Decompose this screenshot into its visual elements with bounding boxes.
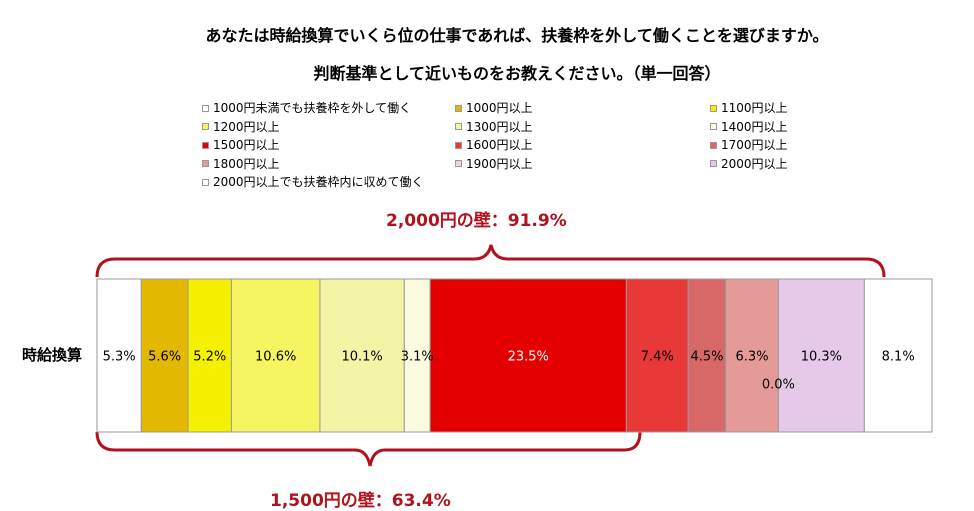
legend-swatch	[710, 141, 717, 149]
legend-swatch	[202, 141, 209, 149]
data-label: 3.1%	[401, 350, 434, 365]
bar-segment	[725, 278, 779, 433]
legend-label: 1800円以上	[213, 156, 280, 171]
legend-item: 1700円以上	[710, 138, 788, 152]
bar-segment	[429, 278, 627, 433]
legend-item: 2000円以上でも扶養枠内に収めて働く	[202, 175, 424, 189]
bar-segment	[187, 278, 232, 433]
chart-title-line2: 判断基準として近いものをお教えください。（単一回答）	[313, 64, 721, 83]
data-label: 10.1%	[341, 350, 382, 365]
bar-segment	[403, 278, 431, 433]
data-label: 5.3%	[103, 350, 136, 365]
legend-item: 1800円以上	[202, 157, 280, 171]
legend-label: 1400円以上	[721, 119, 788, 134]
legend-label: 1600円以上	[466, 138, 533, 152]
legend-item: 2000円以上	[710, 157, 788, 171]
data-label: 5.6%	[148, 350, 181, 365]
bar-segment	[687, 278, 727, 433]
legend-swatch	[455, 104, 462, 112]
bar-segment	[96, 278, 142, 433]
legend-label: 1700円以上	[721, 138, 788, 152]
legend-item: 1600円以上	[455, 138, 533, 152]
chart-title-line1: あなたは時給換算でいくら位の仕事であれば、扶養枠を外して働くことを選びますか。	[205, 26, 829, 45]
legend-swatch	[202, 123, 209, 130]
legend-item: 1400円以上	[710, 120, 788, 134]
bracket-bottom-label: 1,500円の壁：63.4%	[270, 491, 451, 511]
legend-item: 1000円以上	[455, 101, 533, 115]
data-label: 7.4%	[641, 350, 674, 365]
bracket-bottom	[95, 431, 642, 467]
data-label: 8.1%	[882, 350, 915, 365]
legend-swatch	[202, 178, 209, 186]
legend-item: 1100円以上	[710, 101, 788, 115]
legend-label: 1100円以上	[721, 101, 788, 115]
data-label: 6.3%	[736, 350, 769, 365]
legend-label: 1000円以上	[466, 101, 533, 115]
legend-label: 1000円未満でも扶養枠を外して働く	[213, 101, 412, 115]
legend-swatch	[202, 104, 209, 112]
data-label: 23.5%	[508, 350, 549, 365]
bar-segment	[863, 278, 933, 433]
legend-label: 1300円以上	[466, 119, 533, 134]
bar-segment	[625, 278, 689, 433]
bar-segment	[319, 278, 405, 433]
legend-item: 1000円未満でも扶養枠を外して働く	[202, 101, 411, 115]
legend-label: 1200円以上	[213, 119, 280, 134]
data-label: 10.3%	[801, 350, 842, 365]
legend-item: 1500円以上	[202, 138, 280, 152]
bracket-top-label: 2,000円の壁：91.9%	[386, 211, 567, 231]
legend-label: 1900円以上	[466, 156, 533, 171]
legend-swatch	[710, 160, 717, 167]
legend-label: 2000円以上でも扶養枠内に収めて働く	[213, 175, 424, 189]
legend-swatch	[455, 141, 462, 149]
legend-swatch	[202, 160, 209, 167]
legend-label: 2000円以上	[721, 156, 788, 171]
bracket-top	[95, 244, 886, 278]
legend-item: 1900円以上	[455, 157, 533, 171]
bar-segment	[777, 278, 865, 433]
data-label: 0.0%	[762, 378, 795, 393]
legend-swatch	[710, 123, 717, 130]
legend-swatch	[455, 123, 462, 130]
legend-item: 1200円以上	[202, 120, 280, 134]
legend-item: 1300円以上	[455, 120, 533, 134]
bar-segment	[230, 278, 321, 433]
bar-segment	[140, 278, 189, 433]
data-label: 10.6%	[255, 350, 296, 365]
data-label: 5.2%	[193, 350, 226, 365]
legend-label: 1500円以上	[213, 138, 280, 152]
data-label: 4.5%	[690, 350, 723, 365]
legend-swatch	[710, 104, 717, 112]
legend-swatch	[455, 160, 462, 167]
category-label: 時給換算	[22, 346, 83, 364]
